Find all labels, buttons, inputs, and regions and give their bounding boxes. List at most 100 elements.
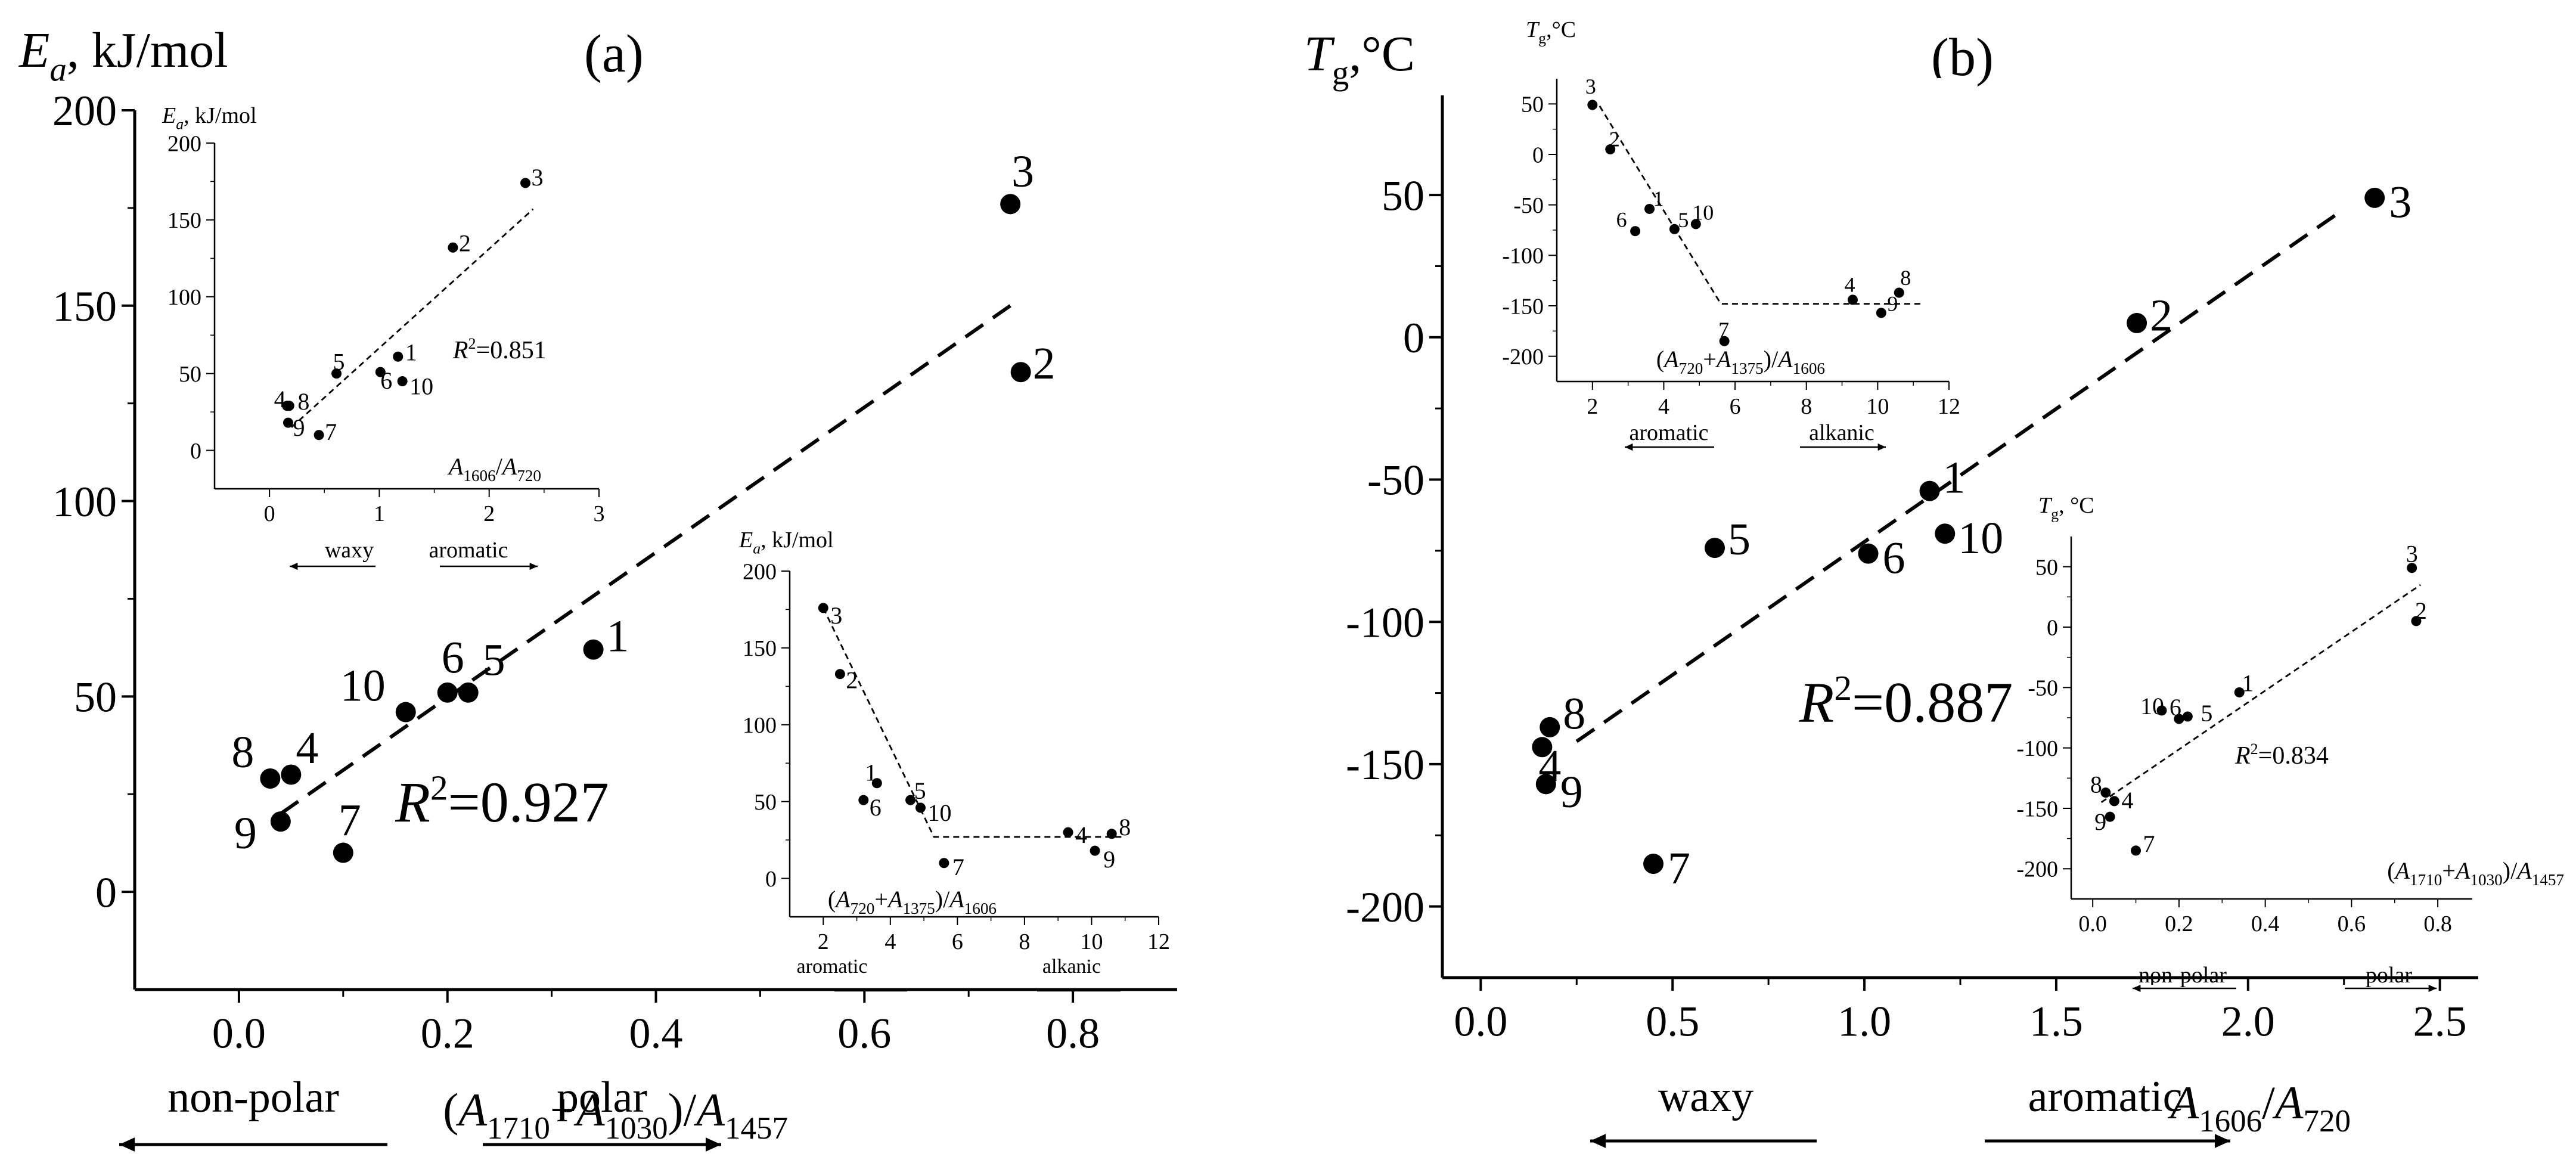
y-tick-label: 200 bbox=[52, 87, 117, 135]
x-tick-label: 0.6 bbox=[2338, 911, 2366, 936]
panel-label: (b) bbox=[1931, 28, 1994, 87]
point-label-3: 3 bbox=[2389, 178, 2411, 228]
point-label-6: 6 bbox=[1883, 533, 1905, 583]
direction-arrow-non-polar bbox=[119, 1137, 387, 1152]
data-point-10 bbox=[1690, 219, 1701, 230]
point-label-9: 9 bbox=[293, 414, 305, 441]
data-point-4 bbox=[281, 764, 302, 785]
x-tick-label: 10 bbox=[1866, 394, 1889, 419]
y-tick-label: -50 bbox=[2028, 676, 2058, 701]
data-point-3 bbox=[818, 603, 828, 613]
data-point-7 bbox=[1719, 336, 1730, 346]
data-point-8 bbox=[260, 768, 281, 789]
data-point-9 bbox=[1090, 845, 1100, 856]
inset-backdrop bbox=[214, 142, 600, 489]
data-point-8 bbox=[1540, 717, 1560, 737]
point-label-8: 8 bbox=[1900, 266, 1911, 290]
point-label-2: 2 bbox=[1033, 339, 1056, 389]
point-label-7: 7 bbox=[339, 795, 361, 845]
y-axis-label: Ea, kJ/mol bbox=[18, 23, 228, 89]
x-axis-label: A1606​/A720​ bbox=[447, 453, 541, 485]
y-tick-label: -50 bbox=[1367, 457, 1424, 504]
data-point-2 bbox=[448, 242, 458, 253]
point-label-2: 2 bbox=[459, 230, 471, 256]
point-label-10: 10 bbox=[409, 373, 433, 400]
x-tick-label: 0.2 bbox=[421, 1010, 474, 1058]
data-point-3 bbox=[520, 178, 531, 188]
y-tick-label: 50 bbox=[2035, 555, 2058, 580]
data-point-2 bbox=[2127, 312, 2147, 333]
point-label-3: 3 bbox=[1011, 147, 1034, 197]
point-label-8: 8 bbox=[2090, 771, 2102, 798]
point-label-9: 9 bbox=[234, 808, 257, 858]
x-tick-label: 8 bbox=[1019, 929, 1030, 954]
y-tick-label: 50 bbox=[754, 790, 777, 815]
y-tick-label: 150 bbox=[52, 283, 117, 330]
data-point-6 bbox=[1858, 543, 1879, 564]
chart-b-inset2: -200 -150 -100 -50 0 50 0.0 0.2 0.4 0.6 0.8 1 2 3 4 56 7… bbox=[2016, 493, 2564, 993]
point-label-10: 10 bbox=[927, 799, 951, 826]
panel-label: (a) bbox=[584, 24, 644, 83]
point-label-8: 8 bbox=[231, 727, 254, 777]
x-tick-label: 0.0 bbox=[212, 1010, 266, 1058]
point-label-6: 6 bbox=[1616, 207, 1627, 231]
direction-arrow-aromatic bbox=[1625, 443, 1714, 451]
y-tick-label: 100 bbox=[52, 478, 117, 526]
inset-backdrop bbox=[2071, 536, 2473, 900]
data-point-9 bbox=[1876, 308, 1886, 318]
y-tick-label: 200 bbox=[167, 131, 201, 156]
point-label-9: 9 bbox=[1887, 292, 1898, 316]
y-tick-label: -200 bbox=[1346, 883, 1424, 931]
y-tick-label: 0 bbox=[1532, 142, 1544, 168]
r2-label: R2=0.887 bbox=[1799, 668, 2013, 734]
data-point-4 bbox=[1847, 294, 1858, 305]
data-point-3 bbox=[1587, 100, 1598, 110]
y-axis-label: Tg, °C bbox=[2038, 493, 2094, 523]
x-tick-label: 0.2 bbox=[2165, 911, 2193, 936]
point-label-1: 1 bbox=[2242, 669, 2254, 696]
point-label-4: 4 bbox=[274, 386, 286, 413]
data-point-4 bbox=[1532, 737, 1553, 758]
direction-arrow-polar bbox=[483, 1137, 721, 1152]
data-point-1 bbox=[583, 639, 604, 660]
direction-label-non-polar: non-polar bbox=[2139, 963, 2227, 988]
point-label-10: 10 bbox=[1692, 201, 1714, 225]
point-label-10: 10 bbox=[2140, 693, 2164, 720]
direction-arrow-polar-head bbox=[2428, 984, 2437, 993]
point-label-7: 7 bbox=[325, 418, 337, 445]
x-tick-label: 4 bbox=[884, 929, 896, 954]
data-point-8 bbox=[284, 401, 294, 411]
x-tick-label: 2 bbox=[818, 929, 829, 954]
fit-line bbox=[1599, 105, 1925, 305]
data-point-6 bbox=[437, 682, 458, 703]
y-tick-label: -200 bbox=[2016, 857, 2058, 882]
point-label-2: 2 bbox=[846, 667, 858, 694]
point-label-4: 4 bbox=[1075, 821, 1087, 848]
y-axis-label: Tg,°C bbox=[1526, 17, 1576, 47]
point-label-4: 4 bbox=[1844, 273, 1855, 297]
fit-line bbox=[1575, 207, 2345, 743]
data-point-5 bbox=[1705, 538, 1725, 559]
direction-arrow-waxy bbox=[290, 562, 375, 570]
x-tick-label: 0.4 bbox=[629, 1010, 683, 1058]
data-point-9 bbox=[270, 811, 291, 832]
direction-label-polar: polar bbox=[2366, 963, 2412, 988]
x-tick-label: 0.0 bbox=[1454, 998, 1507, 1046]
data-point-10 bbox=[1935, 523, 1956, 544]
point-label-5: 5 bbox=[2201, 700, 2212, 727]
y-tick-label: 0 bbox=[1403, 314, 1424, 362]
data-point-4 bbox=[1063, 827, 1073, 838]
direction-label-aromatic: aromatic bbox=[1630, 420, 1709, 445]
y-tick-label: 0 bbox=[95, 869, 117, 916]
data-point-9 bbox=[1535, 774, 1556, 795]
data-point-9 bbox=[2105, 811, 2115, 822]
data-point-3 bbox=[2364, 187, 2385, 208]
x-axis-label: (A1710​+A1030​)/A1457​ bbox=[443, 1084, 788, 1146]
data-point-1 bbox=[1644, 203, 1655, 214]
x-tick-label: 2.5 bbox=[2413, 998, 2467, 1046]
fit-line bbox=[280, 304, 1011, 815]
direction-arrow-aromatic-head bbox=[2214, 1134, 2230, 1148]
y-tick-label: 100 bbox=[743, 713, 777, 738]
x-tick-label: 1.0 bbox=[1838, 998, 1891, 1046]
